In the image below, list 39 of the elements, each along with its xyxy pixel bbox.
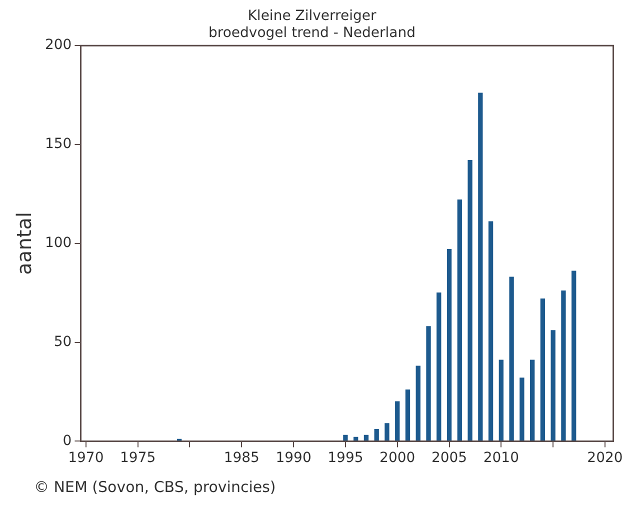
x-tick-label: 2010 — [483, 450, 519, 466]
y-tick-label: 150 — [44, 136, 72, 152]
bar — [540, 298, 546, 442]
x-tick-label: 2000 — [380, 450, 416, 466]
bar — [478, 92, 483, 442]
text: © NEM (Sovon, CBS, provincies) — [34, 478, 276, 496]
bar — [446, 249, 452, 442]
bar — [395, 401, 400, 442]
bar — [468, 160, 472, 442]
x-tick-label: 1975 — [120, 450, 156, 466]
bar — [374, 429, 379, 442]
x-tick-label: 1990 — [276, 450, 312, 466]
bar — [426, 326, 431, 442]
y-tick-label: 200 — [44, 37, 72, 54]
bar — [457, 200, 462, 442]
x-tick-label: 2020 — [587, 450, 623, 466]
bar — [520, 378, 524, 442]
bar — [530, 360, 535, 442]
bar — [509, 276, 514, 442]
y-tick-label: 50 — [54, 334, 72, 350]
y-tick-label: 0 — [62, 432, 72, 449]
x-tick-label: 1970 — [68, 450, 104, 466]
bar — [416, 366, 420, 442]
bar — [572, 270, 576, 442]
bar — [436, 292, 442, 442]
y-axis-title: aantal — [12, 212, 36, 275]
x-tick-label: 1995 — [328, 450, 364, 466]
y-tick-label: 100 — [44, 235, 72, 252]
x-tick-label: 1985 — [224, 450, 260, 466]
bar — [561, 290, 566, 442]
x-tick-label: 2005 — [431, 450, 468, 466]
bar — [550, 330, 556, 442]
bar — [405, 389, 410, 442]
bar — [343, 434, 348, 442]
bar — [384, 423, 390, 442]
chart-subtitle: broedvogel trend - Nederland — [208, 24, 416, 41]
bar — [488, 221, 494, 442]
bar — [498, 360, 504, 442]
chart-title: Kleine Zilverreiger — [248, 8, 376, 24]
